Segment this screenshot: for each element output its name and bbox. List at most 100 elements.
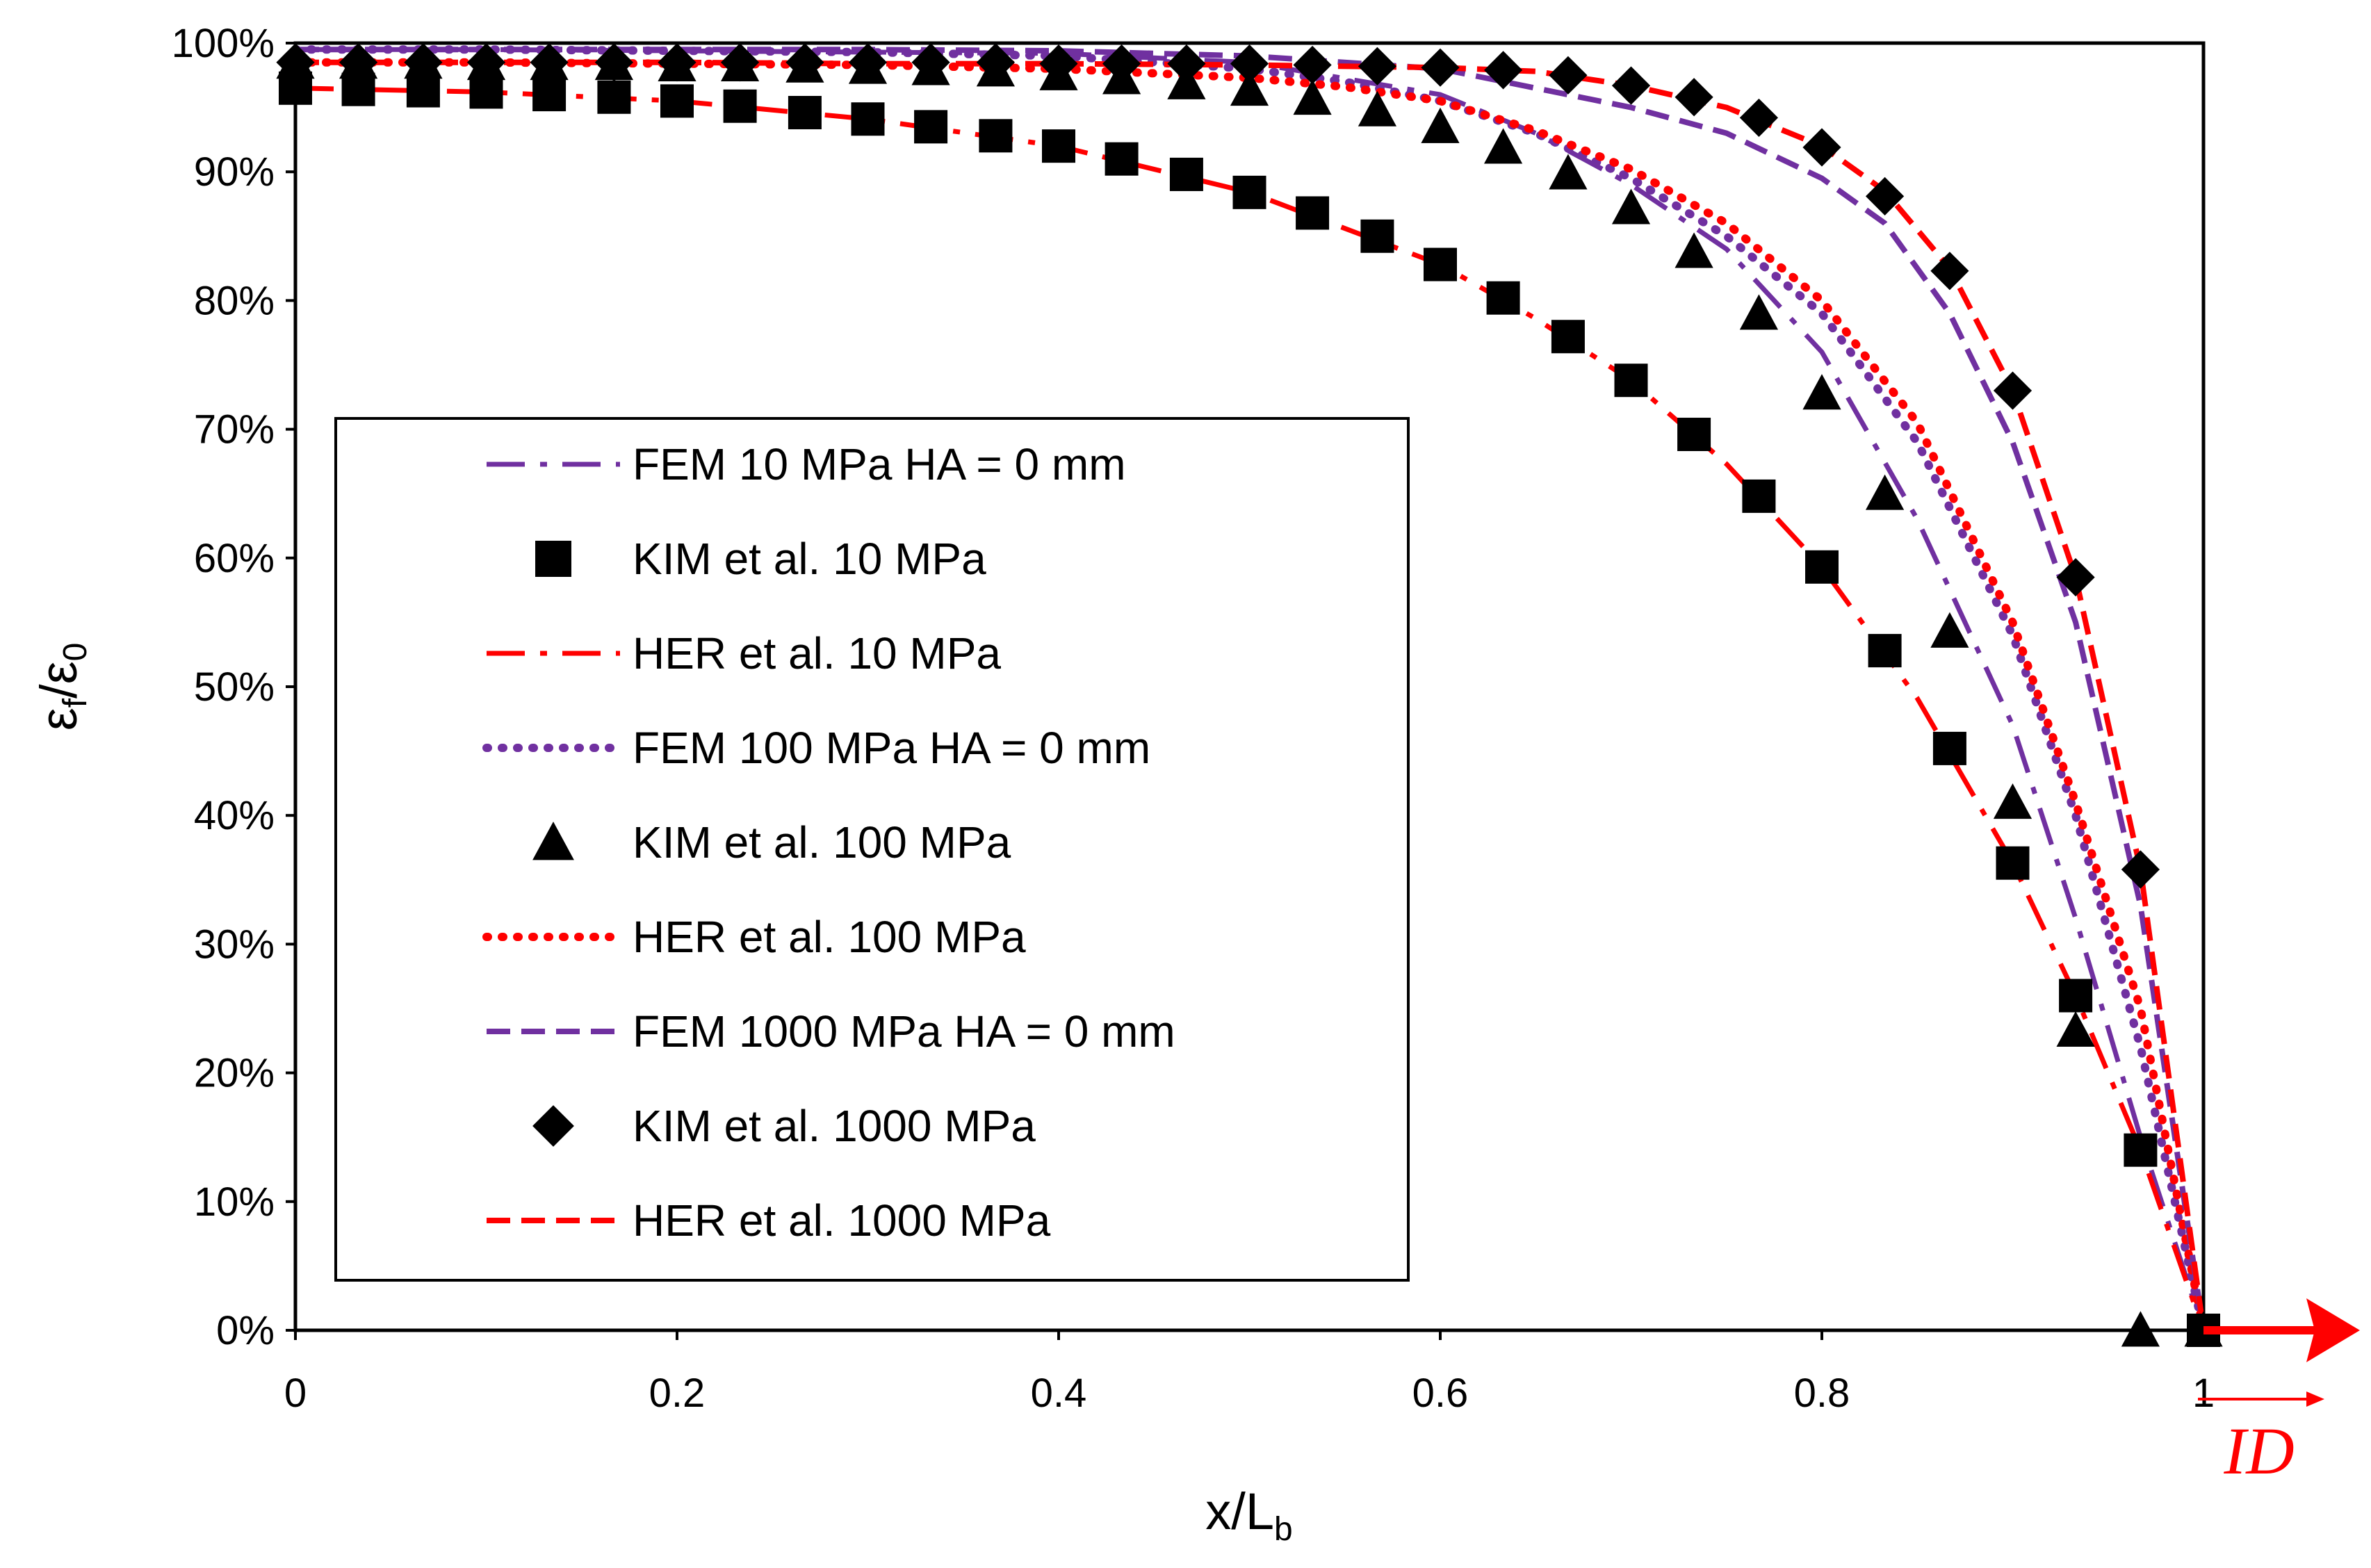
legend-entry-kim-et-al-100-mpa: KIM et al. 100 MPa [532, 817, 1011, 867]
data-point-diamond [720, 43, 760, 82]
legend-entry-kim-et-al-1000-mpa: KIM et al. 1000 MPa [532, 1101, 1036, 1151]
data-point-triangle [1483, 128, 1523, 164]
data-point-square [1169, 157, 1203, 191]
data-point-diamond [2056, 557, 2095, 597]
data-point-triangle [1675, 232, 1713, 268]
legend-entry-fem-10-mpa-ha-0-mm: FEM 10 MPa HA = 0 mm [487, 439, 1126, 489]
data-point-diamond [1930, 252, 1969, 291]
data-point-diamond [276, 43, 315, 82]
data-point-triangle [1293, 79, 1332, 115]
data-point-diamond [1483, 51, 1523, 90]
series-line-her-et-al-10-mpa [295, 85, 2206, 1332]
data-point-diamond [1421, 48, 1460, 87]
data-point-triangle [2056, 1011, 2095, 1047]
data-point-diamond [466, 43, 506, 82]
data-point-diamond [1167, 44, 1206, 83]
legend: FEM 10 MPa HA = 0 mm KIM et al. 10 MPa HER… [334, 417, 1410, 1282]
data-point-diamond [848, 43, 888, 82]
data-point-square [1105, 142, 1139, 176]
data-point-diamond [1993, 371, 2032, 410]
data-point-triangle [1358, 90, 1397, 126]
data-point-triangle [1865, 474, 1905, 510]
data-point-diamond [339, 43, 378, 82]
legend-label: FEM 100 MPa HA = 0 mm [633, 723, 1150, 773]
data-point-square [532, 78, 567, 112]
data-point-square [597, 80, 631, 114]
y-tick-label: 20% [194, 1051, 275, 1096]
legend-entry-her-et-al-10-mpa: HER et al. 10 MPa [487, 628, 1001, 678]
legend-entry-her-et-al-1000-mpa: HER et al. 1000 MPa [487, 1195, 1051, 1246]
y-tick-label: 100% [172, 21, 275, 66]
data-point-square [1614, 364, 1648, 398]
data-point-square [1677, 418, 1711, 452]
data-point-triangle [1802, 374, 1841, 410]
data-point-square [1742, 479, 1776, 513]
legend-label: HER et al. 100 MPa [633, 912, 1026, 962]
id-overline-arrowhead [2306, 1391, 2324, 1407]
data-point-square [1996, 846, 2030, 880]
id-arrow-head [2306, 1298, 2360, 1362]
data-point-triangle [2121, 1311, 2160, 1347]
data-point-square [660, 84, 694, 118]
data-point-diamond [594, 43, 634, 82]
data-point-diamond [404, 43, 443, 82]
data-point-triangle [1549, 154, 1588, 190]
data-point-diamond [1293, 45, 1332, 85]
data-point-square [1360, 219, 1394, 253]
x-tick-label: 0.6 [1412, 1371, 1469, 1416]
data-point-diamond [1675, 78, 1713, 117]
x-tick-label: 0 [284, 1371, 307, 1416]
data-point-diamond [1802, 128, 1841, 167]
y-tick-label: 10% [194, 1179, 275, 1225]
y-tick-label: 50% [194, 664, 275, 710]
data-point-square [788, 96, 822, 130]
y-tick-label: 70% [194, 407, 275, 452]
legend-marker-square [535, 541, 571, 577]
legend-label: KIM et al. 1000 MPa [633, 1101, 1036, 1151]
data-point-triangle [1739, 294, 1779, 330]
x-tick-label: 1 [2192, 1371, 2215, 1416]
data-point-square [1296, 196, 1330, 230]
legend-label: KIM et al. 10 MPa [633, 534, 986, 584]
data-point-diamond [911, 43, 950, 82]
legend-entry-fem-100-mpa-ha-0-mm: FEM 100 MPa HA = 0 mm [482, 723, 1150, 773]
data-point-diamond [1549, 56, 1588, 95]
data-point-triangle [1993, 783, 2032, 819]
data-point-diamond [1102, 44, 1141, 83]
legend-marker-diamond [532, 1105, 574, 1147]
y-tick-label: 80% [194, 278, 275, 323]
y-tick-label: 0% [216, 1308, 275, 1353]
data-point-square [2059, 979, 2093, 1013]
data-point-diamond [976, 43, 1016, 82]
x-tick-label: 0.4 [1031, 1371, 1087, 1416]
data-point-diamond [785, 43, 824, 82]
legend-entry-kim-et-al-10-mpa: KIM et al. 10 MPa [535, 534, 986, 584]
data-point-square [1232, 175, 1266, 209]
data-point-square [851, 102, 885, 136]
data-point-diamond [658, 43, 696, 82]
legend-marker-triangle [532, 822, 574, 860]
data-point-diamond [1611, 66, 1651, 105]
data-point-triangle [1421, 107, 1460, 143]
data-point-square [1551, 320, 1585, 354]
data-point-square [1932, 731, 1966, 765]
x-tick-label: 0.2 [649, 1371, 706, 1416]
data-point-square [1042, 129, 1075, 163]
y-tick-label: 60% [194, 536, 275, 581]
data-point-square [1424, 247, 1457, 281]
data-point-diamond [1739, 98, 1779, 138]
data-point-square [1868, 634, 1902, 668]
x-axis-label: x/Lb [1205, 1483, 1292, 1548]
data-point-square [2124, 1133, 2158, 1167]
data-point-square [979, 119, 1013, 153]
data-point-diamond [2121, 850, 2160, 889]
data-point-triangle [1930, 612, 1969, 648]
data-point-diamond [1230, 44, 1269, 83]
data-point-square [1486, 281, 1520, 315]
y-tick-label: 40% [194, 793, 275, 838]
y-tick-label: 30% [194, 922, 275, 967]
data-point-diamond [1865, 177, 1905, 215]
legend-entry-fem-1000-mpa-ha-0-mm: FEM 1000 MPa HA = 0 mm [487, 1006, 1175, 1056]
data-point-square [1805, 550, 1839, 584]
